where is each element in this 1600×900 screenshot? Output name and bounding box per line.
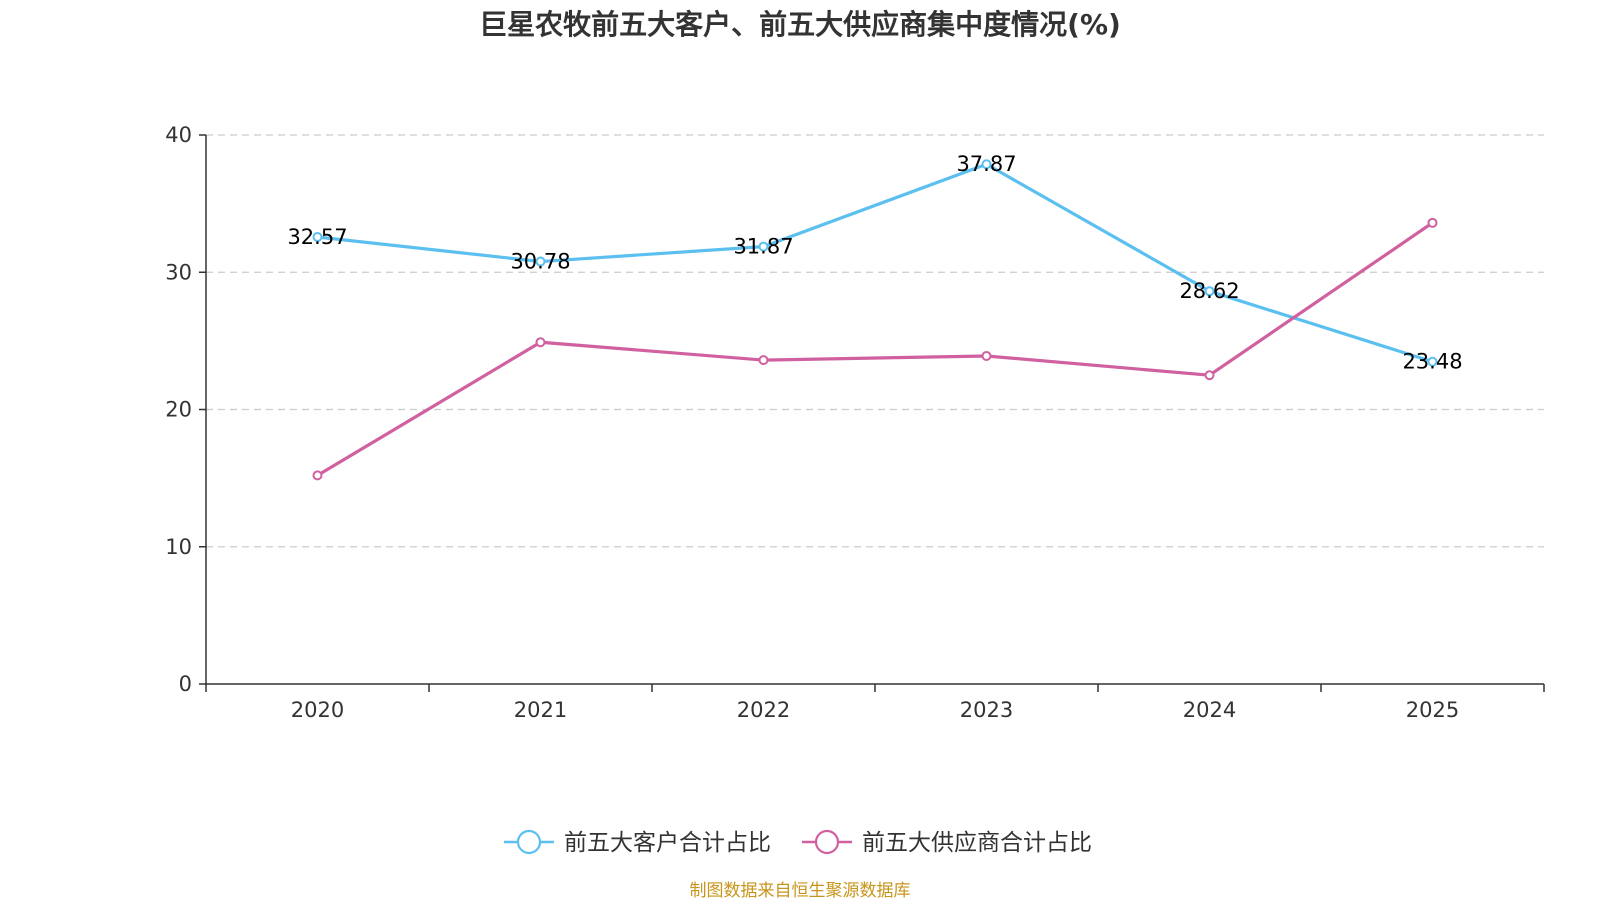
y-tick-label: 20 xyxy=(165,398,192,422)
series-line-1 xyxy=(316,221,1434,477)
series-lines xyxy=(312,159,1438,481)
legend: 前五大客户合计占比 前五大供应商合计占比 xyxy=(504,829,1092,856)
legend-marker xyxy=(814,829,840,855)
legend-label: 前五大供应商合计占比 xyxy=(862,830,1092,856)
axes: 0 10 20 30 40 2020 2021 2022 2023 2024 2025 xyxy=(165,123,1545,722)
data-point xyxy=(1204,286,1215,297)
y-tick-label: 10 xyxy=(165,535,192,559)
y-tick-label: 0 xyxy=(179,672,192,696)
data-point xyxy=(1204,370,1215,381)
data-point xyxy=(535,256,546,267)
data-point xyxy=(1427,217,1438,228)
source-note: 制图数据来自恒生聚源数据库 xyxy=(690,881,911,900)
x-tick-label: 2023 xyxy=(960,698,1013,722)
y-tick-label: 40 xyxy=(165,123,192,147)
data-label: 31.87 xyxy=(733,235,793,259)
data-label: 23.48 xyxy=(1402,350,1462,374)
data-label: 32.57 xyxy=(287,225,347,249)
grid-lines xyxy=(206,134,1544,548)
x-tick-label: 2020 xyxy=(291,698,344,722)
chart-title: 巨星农牧前五大客户、前五大供应商集中度情况(%) xyxy=(479,8,1121,41)
legend-marker xyxy=(516,829,542,855)
data-label: 28.62 xyxy=(1179,279,1239,303)
x-tick-label: 2022 xyxy=(737,698,790,722)
data-point xyxy=(312,470,323,481)
y-tick-label: 30 xyxy=(165,260,192,284)
data-label: 30.78 xyxy=(510,250,570,274)
data-point xyxy=(758,355,769,366)
data-point xyxy=(758,241,769,252)
data-point xyxy=(1427,356,1438,367)
legend-label: 前五大客户合计占比 xyxy=(564,830,771,856)
data-point xyxy=(981,350,992,361)
data-label: 37.87 xyxy=(956,152,1016,176)
data-point xyxy=(981,159,992,170)
series-line-0 xyxy=(317,162,1433,364)
x-tick-label: 2021 xyxy=(514,698,567,722)
data-point xyxy=(535,337,546,348)
x-tick-label: 2024 xyxy=(1183,698,1236,722)
data-labels: 32.57 30.78 31.87 37.87 28.62 23.48 xyxy=(287,152,1462,374)
x-tick-label: 2025 xyxy=(1406,698,1459,722)
data-point xyxy=(312,231,323,242)
